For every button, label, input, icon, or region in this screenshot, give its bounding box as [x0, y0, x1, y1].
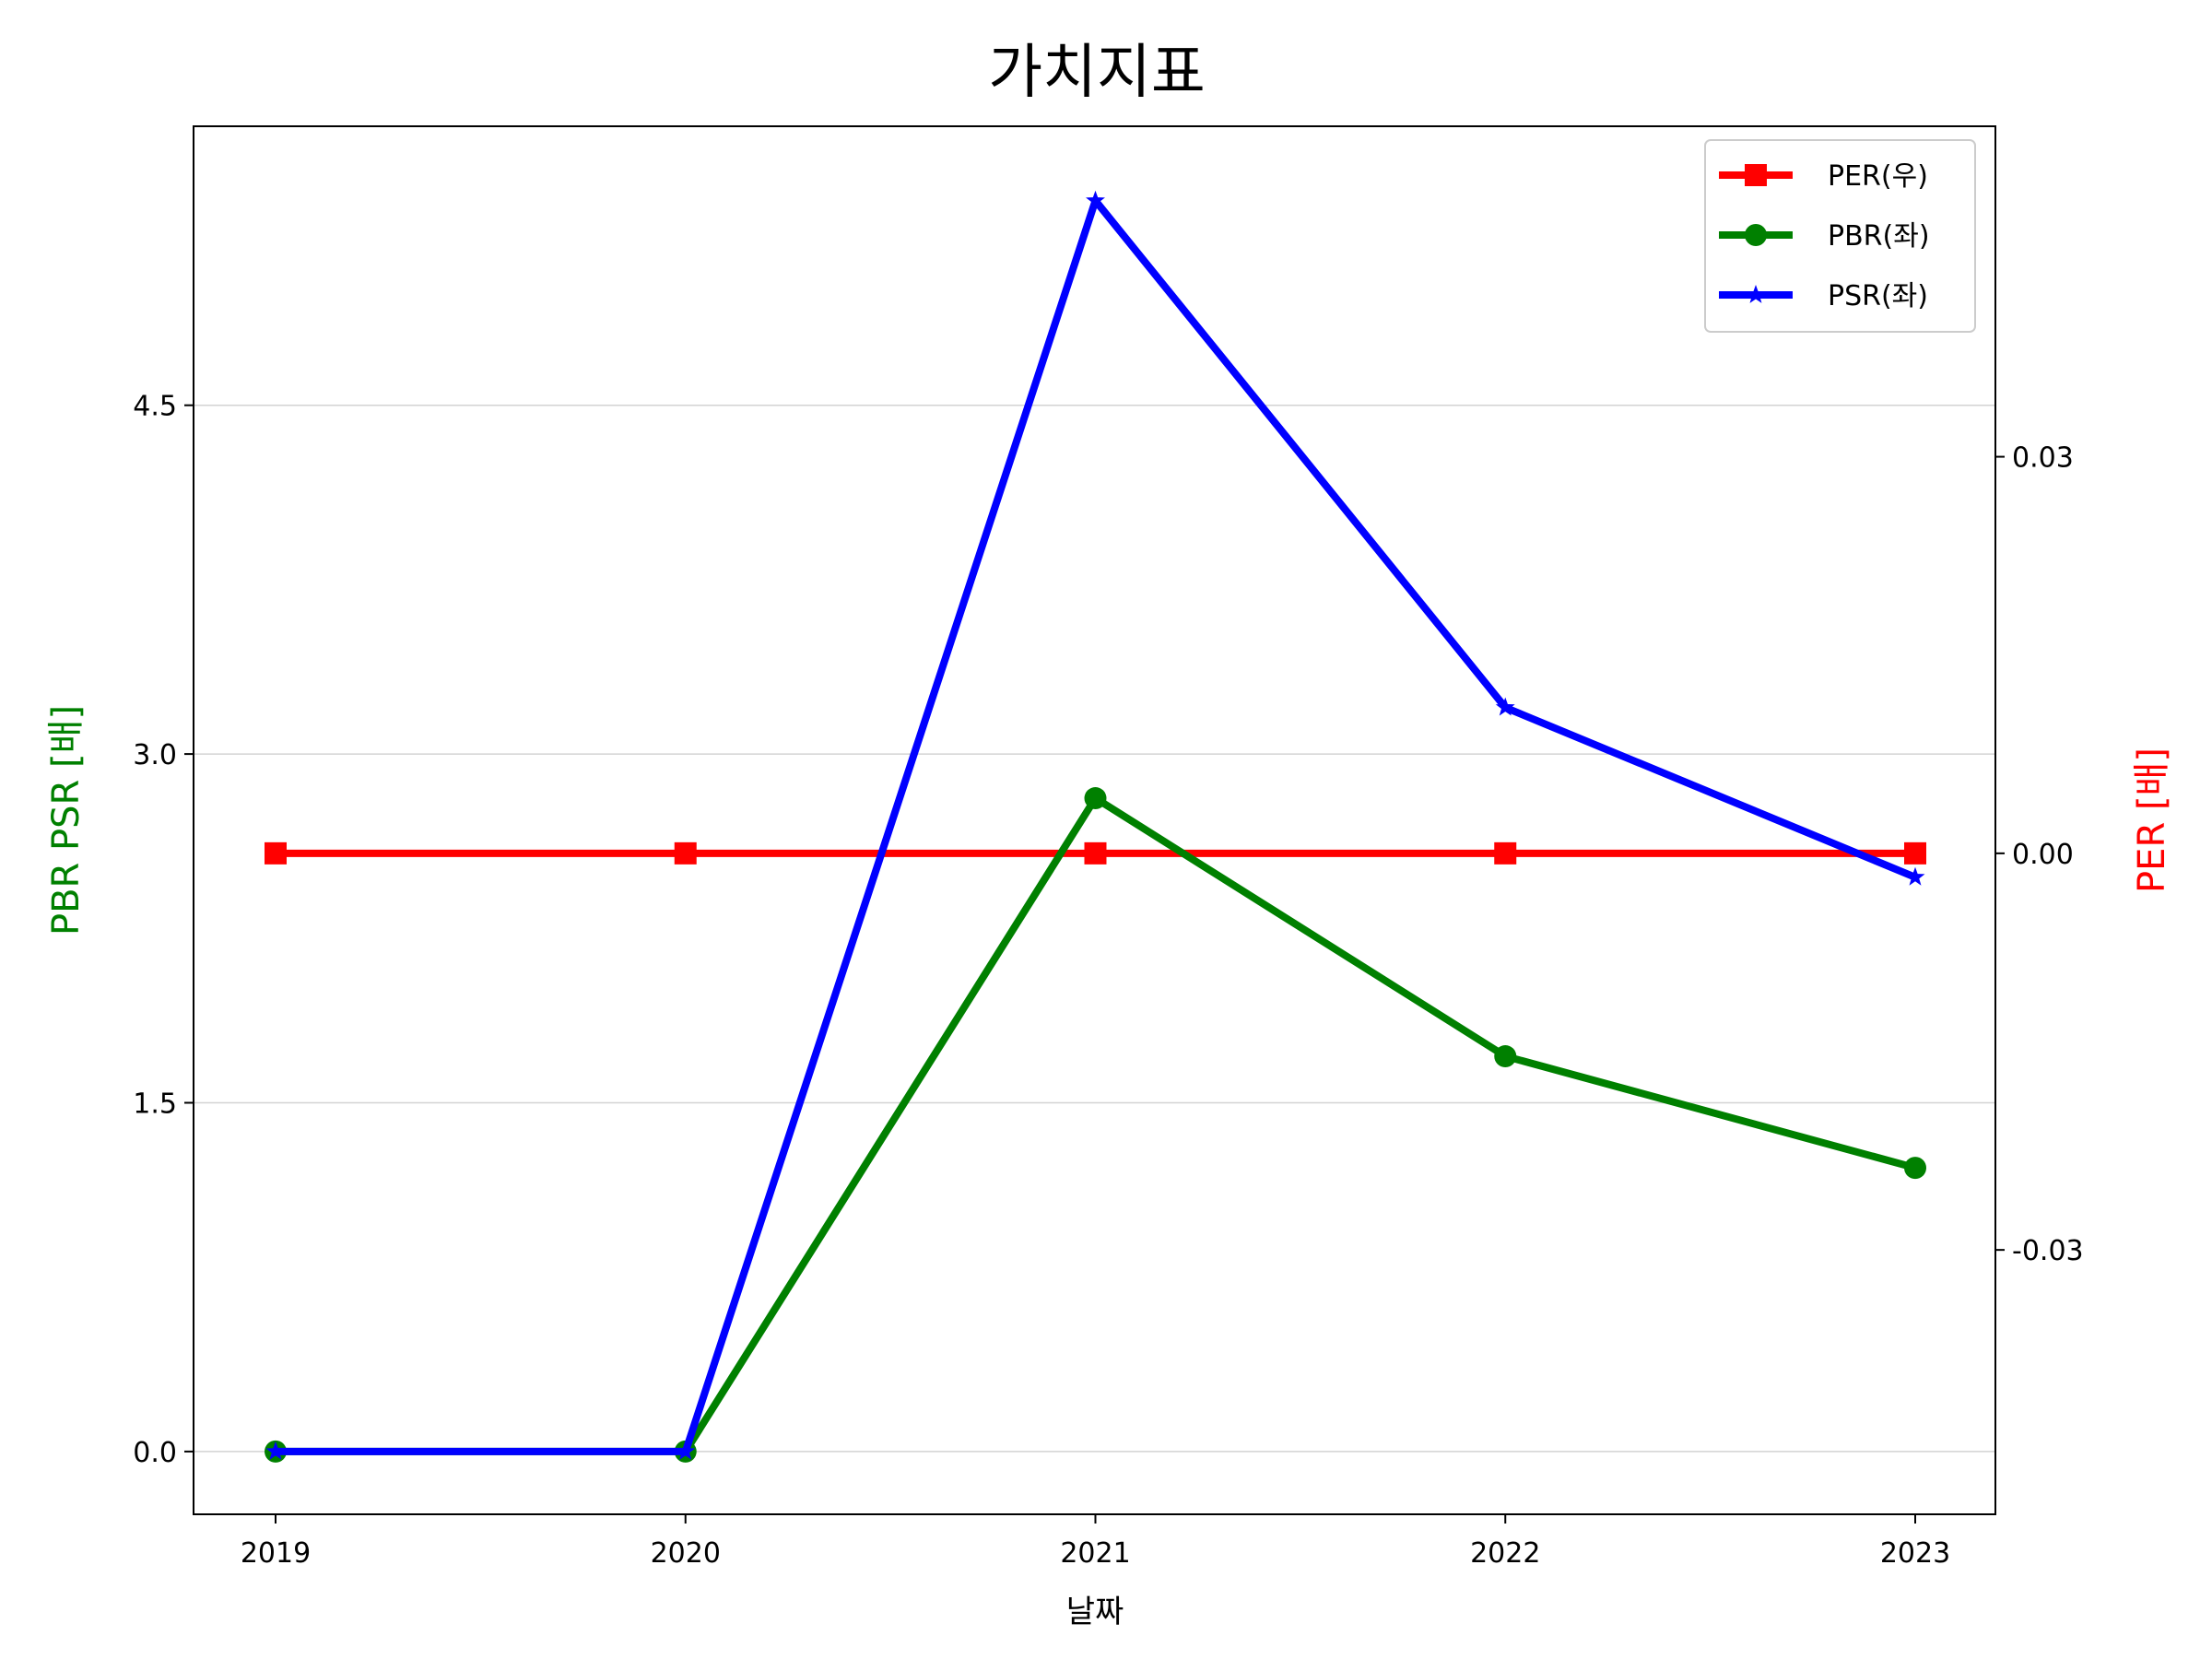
right-y-tick-label: -0.03: [2012, 1235, 2084, 1267]
x-axis-label: 날짜: [1066, 1594, 1124, 1630]
data-point: [1494, 1045, 1517, 1068]
data-point: [1904, 841, 1926, 865]
x-tick-label: 2022: [1470, 1537, 1540, 1570]
data-point: [1494, 841, 1517, 865]
legend-item: PSR(좌): [1719, 280, 1928, 312]
x-tick-label: 2023: [1880, 1537, 1950, 1570]
legend-swatch-marker: [1746, 285, 1766, 303]
x-tick-label: 2019: [241, 1537, 311, 1570]
data-point: [1904, 1157, 1926, 1180]
series-star: [265, 190, 1925, 1460]
left-y-tick-label: 4.5: [133, 391, 177, 423]
legend: PER(우) PBR(좌) PSR(좌): [1704, 139, 1976, 333]
left-y-axis-label: PBR PSR [배]: [45, 705, 88, 935]
data-point: [265, 1441, 286, 1460]
legend-swatch-marker: [1745, 224, 1767, 246]
legend-box: [1704, 139, 1976, 333]
data-point: [1084, 787, 1107, 810]
chart-title: 가치지표: [988, 39, 1206, 107]
left-y-tick-label: 1.5: [133, 1088, 177, 1120]
right-y-tick-label: 0.00: [2012, 839, 2074, 871]
left-y-tick-label: 0.0: [133, 1437, 177, 1469]
data-point: [676, 1441, 696, 1460]
left-y-axis: 0.0 1.5 3.0 4.5: [133, 391, 194, 1469]
right-y-axis: -0.03 0.00 0.03: [1995, 442, 2084, 1267]
legend-label: PER(우): [1828, 160, 1928, 193]
left-y-tick-label: 3.0: [133, 739, 177, 771]
x-tick-label: 2021: [1060, 1537, 1130, 1570]
right-y-axis-label: PER [배]: [2131, 747, 2173, 893]
data-point: [1905, 866, 1925, 886]
legend-item: PBR(좌): [1719, 220, 1930, 253]
legend-label: PBR(좌): [1828, 220, 1930, 253]
legend-swatch-marker: [1745, 164, 1767, 186]
legend-label: PSR(좌): [1828, 280, 1928, 312]
data-point: [1495, 697, 1515, 716]
x-axis: 2019 2020 2021 2022 2023: [241, 1514, 1950, 1570]
series-square: [265, 841, 1926, 865]
right-y-tick-label: 0.03: [2012, 442, 2074, 475]
data-point: [1084, 841, 1107, 865]
x-tick-label: 2020: [651, 1537, 721, 1570]
series-layer: [265, 190, 1926, 1463]
data-point: [1086, 190, 1105, 209]
data-point: [674, 841, 697, 865]
data-point: [265, 841, 287, 865]
legend-item: PER(우): [1719, 160, 1928, 193]
